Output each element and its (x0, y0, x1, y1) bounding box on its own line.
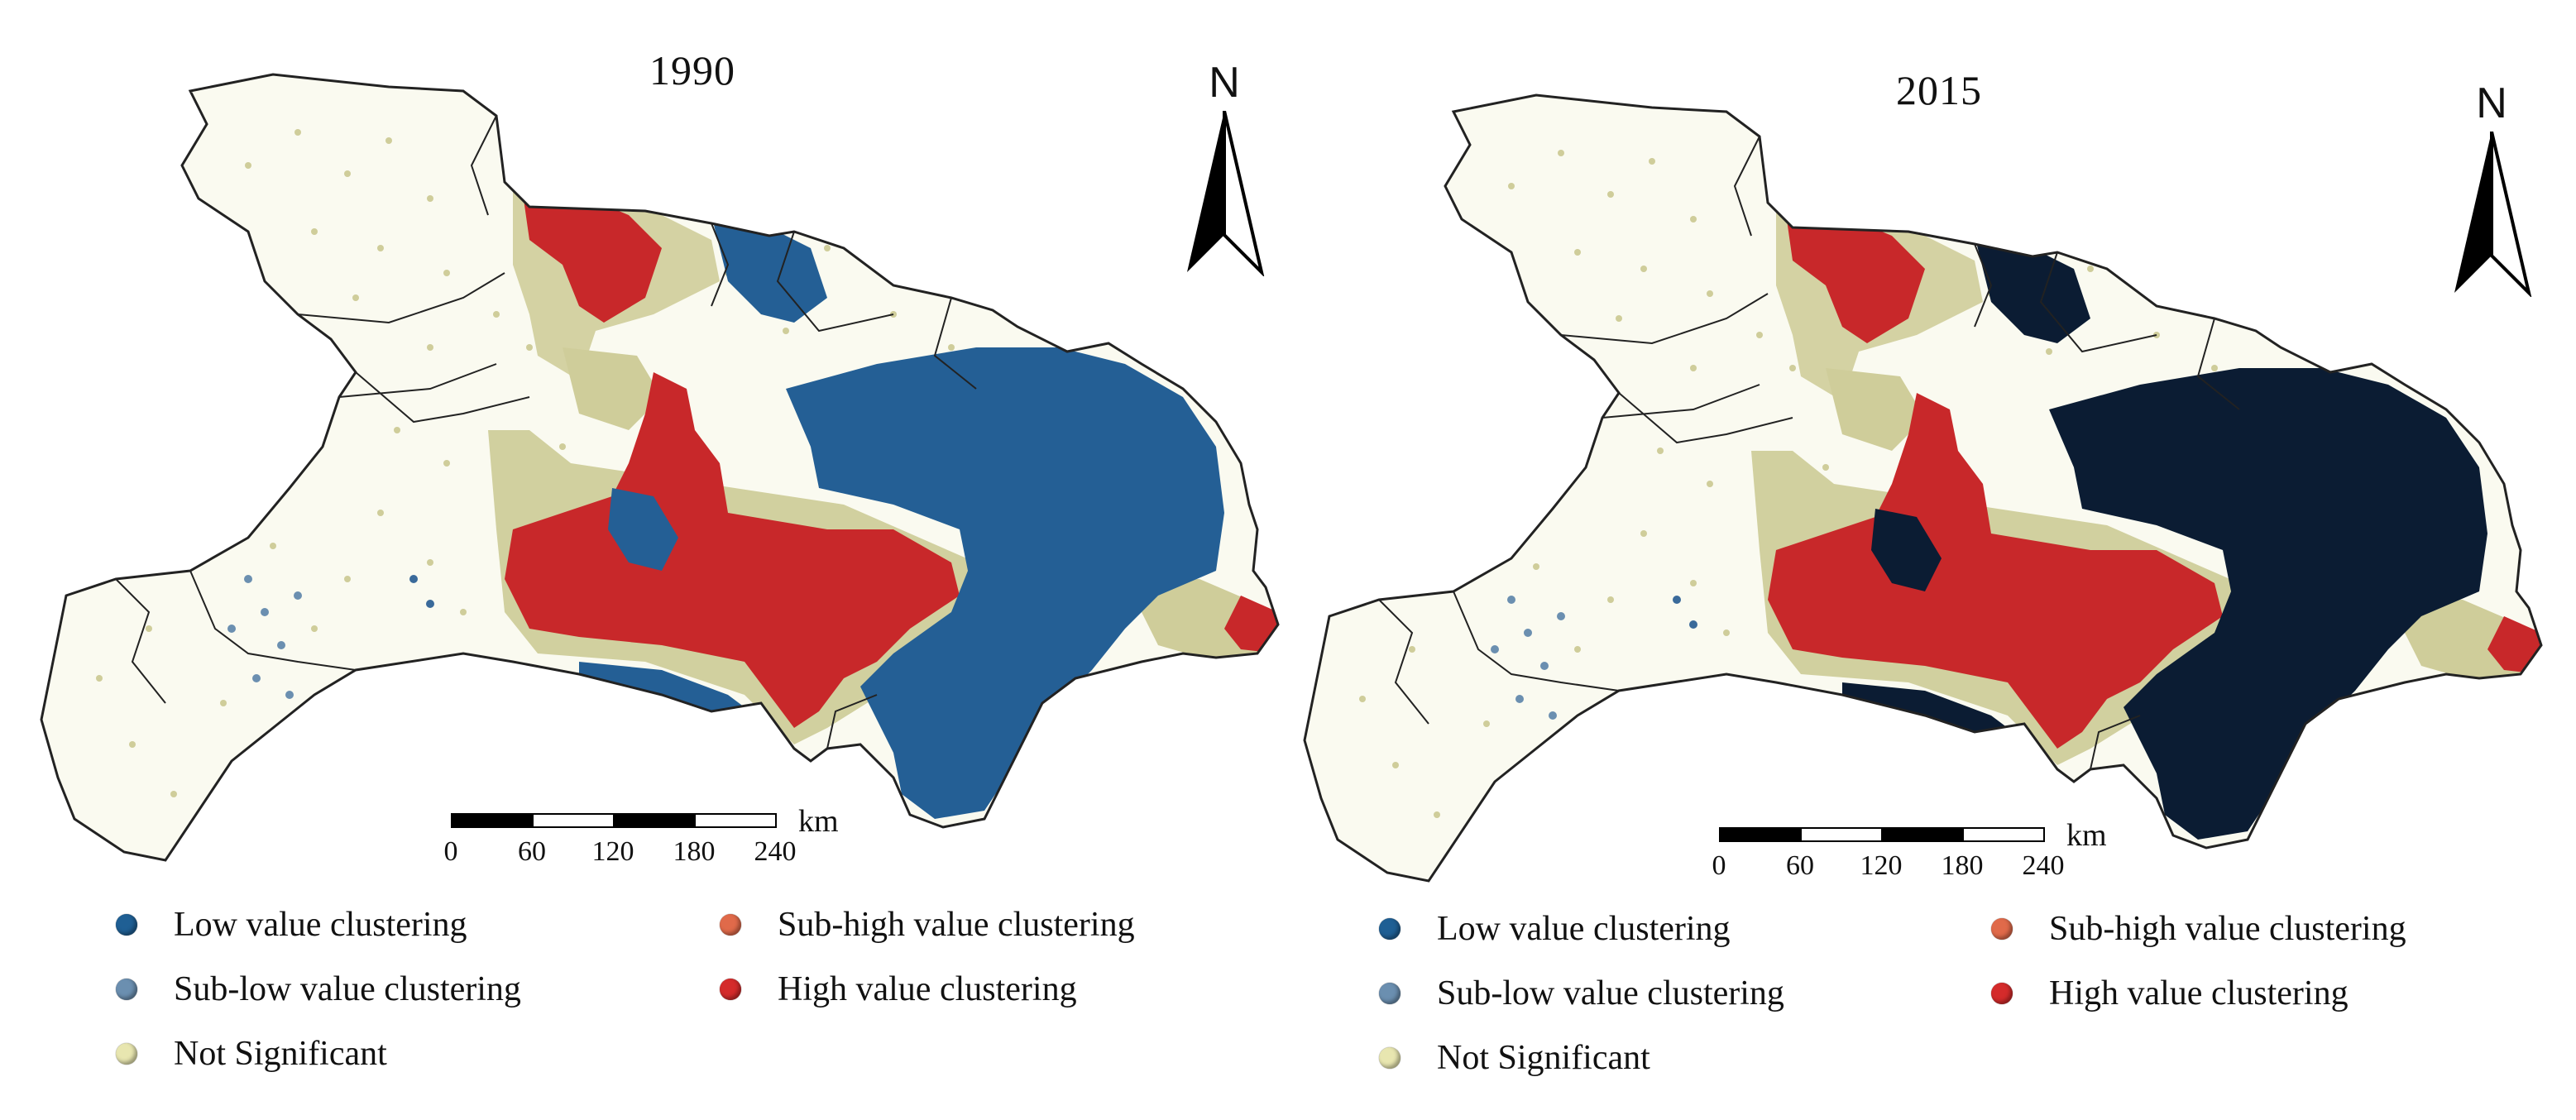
legend-label: Low value clustering (1437, 910, 1731, 948)
legend-label: Not Significant (174, 1035, 387, 1073)
legend-item-low: Low value clustering (116, 905, 467, 945)
map-title-2015: 2015 (1896, 67, 1982, 113)
legend-label: High value clustering (2049, 974, 2349, 1012)
scale-bar-2015: km 0 60 120 180 240 (1712, 818, 2108, 893)
legend-swatch (1379, 918, 1401, 940)
north-label: N (1209, 59, 1240, 107)
north-label: N (2476, 79, 2507, 127)
north-arrow-icon (2454, 132, 2532, 297)
legend-item-not-significant: Not Significant (116, 1034, 387, 1074)
county-boundaries-1990 (40, 73, 1280, 862)
scale-tick: 120 (591, 836, 634, 867)
sub-low-value-dots-1990 (227, 575, 434, 699)
scale-tick: 240 (754, 836, 797, 867)
legend-swatch (720, 914, 741, 936)
map-panel-2015: 2015 N km 0 60 120 180 240 Low value clu… (1288, 0, 2576, 1120)
scale-segment (451, 813, 534, 828)
high-value-region-2015 (1768, 203, 2541, 749)
map-2015 (1303, 93, 2543, 883)
scale-segment (613, 813, 696, 828)
legend-item-not-significant: Not Significant (1379, 1038, 1650, 1078)
scale-tick: 0 (1712, 850, 1726, 881)
scale-bar-1990: km 0 60 120 180 240 (444, 804, 840, 879)
scale-segment (1800, 827, 1883, 842)
legend-swatch (116, 979, 137, 1000)
scale-unit: km (2066, 818, 2107, 853)
scale-tick: 60 (1786, 850, 1814, 881)
legend-label: Sub-high value clustering (2049, 910, 2406, 948)
scale-segment (532, 813, 615, 828)
scale-tick: 180 (1941, 850, 1984, 881)
scale-segment (1881, 827, 1964, 842)
county-boundaries-2015 (1303, 93, 2543, 883)
map-title-1990: 1990 (649, 47, 735, 93)
map-1990 (40, 73, 1280, 862)
scale-segment (1962, 827, 2045, 842)
legend-label: Sub-low value clustering (1437, 974, 1784, 1012)
north-arrow-2015: N (2446, 79, 2537, 297)
scale-tick: 0 (443, 836, 458, 867)
high-value-region-1990 (505, 182, 1278, 728)
legend-label: Low value clustering (174, 906, 467, 944)
sub-low-value-dots-2015 (1491, 596, 1697, 720)
legend-swatch (1991, 918, 2013, 940)
legend-swatch (116, 1043, 137, 1065)
map-panel-1990: 1990 N km 0 60 120 180 240 Low value clu… (0, 47, 1288, 1084)
legend-swatch (720, 979, 741, 1000)
scale-tick: 60 (518, 836, 546, 867)
north-arrow-1990: N (1179, 58, 1270, 276)
legend-label: Not Significant (1437, 1039, 1650, 1077)
legend-item-sub-high: Sub-high value clustering (720, 905, 1135, 945)
legend-swatch (1379, 983, 1401, 1004)
legend-label: High value clustering (778, 970, 1077, 1008)
legend-1990: Low value clustering Sub-high value clus… (0, 893, 1288, 1084)
legend-item-sub-high: Sub-high value clustering (1991, 909, 2406, 949)
scale-tick: 120 (1860, 850, 1903, 881)
scale-tick: 180 (673, 836, 716, 867)
legend-swatch (1379, 1047, 1401, 1069)
scale-segment (1719, 827, 1802, 842)
legend-item-high: High value clustering (720, 969, 1077, 1009)
north-arrow-icon (1187, 111, 1265, 276)
legend-item-sub-low: Sub-low value clustering (1379, 974, 1784, 1013)
legend-item-high: High value clustering (1991, 974, 2349, 1013)
legend-item-low: Low value clustering (1379, 909, 1731, 949)
scale-unit: km (798, 804, 839, 839)
scale-tick: 240 (2022, 850, 2065, 881)
legend-swatch (116, 914, 137, 936)
legend-2015: Low value clustering Sub-high value clus… (1288, 897, 2576, 1088)
legend-item-sub-low: Sub-low value clustering (116, 969, 521, 1009)
legend-label: Sub-high value clustering (778, 906, 1135, 944)
scale-segment (694, 813, 777, 828)
legend-label: Sub-low value clustering (174, 970, 521, 1008)
legend-swatch (1991, 983, 2013, 1004)
